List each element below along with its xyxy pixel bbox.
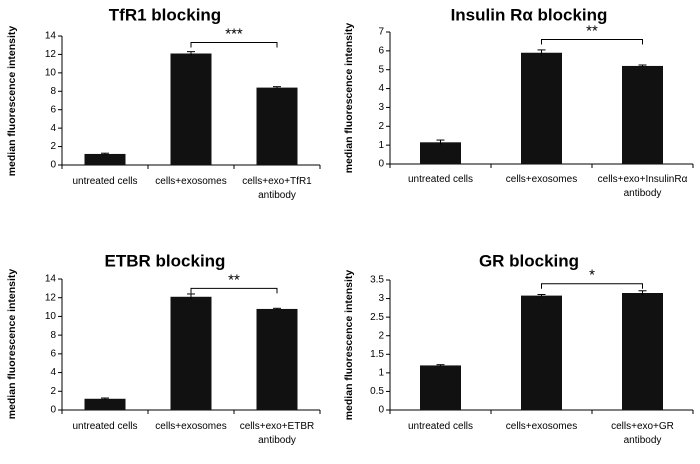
x-category-label: untreated cells — [72, 421, 137, 432]
x-category-label-line: untreated cells — [408, 421, 473, 432]
y-tick-label: 10 — [45, 67, 57, 78]
y-axis-label: median fluorescence intensity — [343, 270, 355, 421]
significance-label: ** — [228, 271, 240, 288]
y-tick-label: 3.5 — [370, 275, 384, 286]
x-category-label-line: antibody — [258, 435, 296, 446]
x-category-label-line: cells+exo+InsulinRα — [598, 174, 688, 185]
y-tick-label: 12 — [45, 292, 57, 303]
y-tick-label: 14 — [45, 31, 57, 42]
x-category-label: cells+exosomes — [155, 421, 226, 432]
bar-3 — [622, 65, 663, 164]
y-tick-label: 1 — [378, 367, 384, 378]
y-tick-label: 2 — [50, 141, 56, 152]
y-tick-label: 0 — [378, 405, 384, 416]
x-category-label: cells+exo+InsulinRα antibody — [598, 174, 688, 199]
x-category-label-line: untreated cells — [408, 174, 473, 185]
y-axis-label: median fluorescence intensity — [6, 26, 18, 177]
x-category-label: cells+exo+GR antibody — [611, 421, 674, 446]
significance-label: ** — [586, 23, 598, 40]
x-category-label-line: cells+exosomes — [155, 176, 226, 187]
bar-2 — [521, 52, 562, 164]
y-tick-label: 6 — [50, 348, 56, 359]
y-tick-label: 2 — [50, 386, 56, 397]
bar-1 — [84, 398, 126, 410]
y-tick-label: 7 — [378, 27, 384, 38]
x-category-label: untreated cells — [408, 421, 473, 432]
significance-bracket — [541, 39, 643, 45]
y-tick-label: 4 — [378, 83, 384, 94]
y-tick-label: 12 — [45, 49, 57, 60]
y-axis-label: median fluorescence intensity — [6, 269, 18, 420]
y-tick-label: 0 — [50, 160, 56, 171]
y-tick-label: 6 — [378, 45, 384, 56]
significance-label: *** — [225, 25, 243, 42]
y-tick-label: 8 — [50, 86, 56, 97]
y-tick-label: 4 — [50, 123, 56, 134]
y-axis-label: median fluorescence intensity — [343, 23, 355, 174]
y-tick-label: 14 — [45, 274, 57, 285]
y-tick-label: 8 — [50, 330, 56, 341]
chart-title: TfR1 blocking — [109, 5, 221, 24]
x-category-label-line: untreated cells — [72, 176, 137, 187]
x-category-label: cells+exosomes — [506, 174, 577, 185]
bar-2 — [521, 295, 562, 410]
y-tick-label: 1.5 — [370, 349, 384, 360]
y-tick-label: 2 — [378, 121, 384, 132]
significance-label: * — [589, 267, 595, 284]
y-tick-label: 0 — [50, 405, 56, 416]
bar-1 — [420, 365, 461, 410]
x-category-label-line: cells+exo+TfR1 — [242, 176, 312, 187]
y-tick-label: 0.5 — [370, 386, 384, 397]
x-category-label-line: antibody — [624, 435, 662, 446]
bar-3 — [256, 308, 298, 410]
chart-title: GR blocking — [479, 251, 579, 270]
y-tick-label: 10 — [45, 311, 57, 322]
x-category-label: untreated cells — [72, 176, 137, 187]
significance-bracket — [541, 283, 643, 289]
bar-2 — [170, 53, 212, 165]
significance-bracket — [190, 41, 278, 48]
bar-2 — [170, 296, 212, 410]
x-category-label: untreated cells — [408, 174, 473, 185]
chart-title: ETBR blocking — [105, 251, 226, 270]
bar-3 — [622, 293, 663, 410]
bar-1 — [84, 153, 126, 165]
y-tick-label: 6 — [50, 104, 56, 115]
chart-title: Insulin Rα blocking — [451, 5, 608, 24]
y-tick-label: 3 — [378, 293, 384, 304]
x-category-label-line: cells+exo+GR — [611, 421, 674, 432]
x-category-label-line: cells+exosomes — [506, 174, 577, 185]
y-tick-label: 4 — [50, 367, 56, 378]
y-tick-label: 3 — [378, 102, 384, 113]
significance-bracket — [190, 287, 278, 294]
y-tick-label: 0 — [378, 159, 384, 170]
bar-3 — [256, 87, 298, 165]
y-tick-label: 1 — [378, 140, 384, 151]
x-category-label: cells+exosomes — [155, 176, 226, 187]
x-category-label-line: untreated cells — [72, 421, 137, 432]
x-category-label-line: cells+exosomes — [155, 421, 226, 432]
y-tick-label: 2.5 — [370, 312, 384, 323]
y-tick-label: 5 — [378, 64, 384, 75]
x-category-label-line: antibody — [258, 190, 296, 201]
bar-1 — [420, 142, 461, 164]
x-category-label-line: cells+exo+ETBR — [240, 421, 314, 432]
x-category-label: cells+exo+ETBR antibody — [240, 421, 314, 446]
y-tick-label: 2 — [378, 330, 384, 341]
x-category-label-line: antibody — [624, 188, 662, 199]
x-category-label: cells+exosomes — [506, 421, 577, 432]
x-category-label-line: cells+exosomes — [506, 421, 577, 432]
x-category-label: cells+exo+TfR1 antibody — [242, 176, 312, 201]
